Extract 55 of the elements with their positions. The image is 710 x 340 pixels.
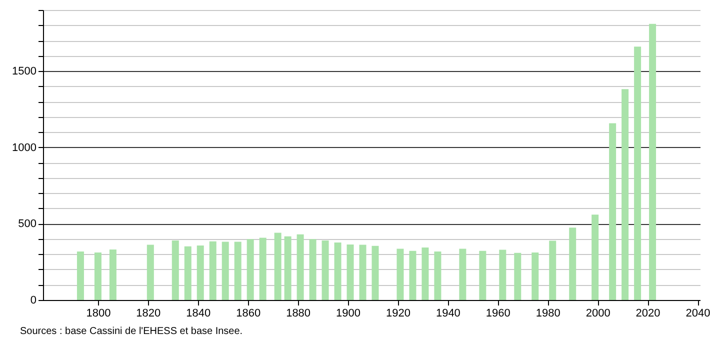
- y-tick-label: 1500: [12, 66, 36, 78]
- bar: [514, 252, 522, 300]
- x-tick-label: 1980: [536, 308, 560, 320]
- y-tick-label: 0: [30, 294, 36, 306]
- bar: [459, 248, 466, 300]
- bar: [422, 247, 429, 300]
- bar: [322, 240, 329, 300]
- bar: [259, 238, 266, 300]
- bar: [222, 242, 229, 300]
- bar: [479, 250, 486, 300]
- bar: [184, 246, 192, 300]
- bar: [196, 246, 204, 300]
- bar: [94, 252, 102, 300]
- bar: [309, 239, 316, 300]
- bar: [172, 240, 179, 300]
- bar: [549, 240, 556, 300]
- source-note: Sources : base Cassini de l'EHESS et base Insee.: [20, 326, 243, 337]
- x-tick-label: 1880: [286, 308, 311, 320]
- bar: [634, 46, 642, 300]
- bar: [76, 251, 84, 300]
- bar: [409, 250, 416, 300]
- bar: [569, 228, 576, 300]
- bar: [372, 246, 379, 300]
- bar: [396, 248, 404, 300]
- bar: [234, 242, 242, 300]
- bar: [434, 251, 442, 300]
- bar: [296, 234, 304, 300]
- x-tick-label: 1900: [336, 308, 361, 320]
- bar: [499, 250, 506, 300]
- x-tick-label: 1840: [186, 308, 211, 320]
- x-tick-label: 2040: [686, 308, 710, 320]
- x-tick-label: 1800: [86, 308, 111, 320]
- bar: [649, 24, 656, 300]
- bar: [609, 123, 616, 300]
- y-tick-label: 500: [18, 218, 36, 230]
- bar: [359, 244, 366, 300]
- bar: [146, 244, 154, 300]
- bar: [622, 89, 629, 300]
- bar: [532, 252, 539, 300]
- bar: [592, 214, 599, 300]
- x-tick-label: 1820: [136, 308, 161, 320]
- bar: [109, 249, 116, 300]
- x-tick-label: 2020: [636, 308, 660, 320]
- x-tick-label: 1940: [436, 308, 460, 320]
- bar: [334, 242, 342, 300]
- bar: [284, 236, 292, 300]
- y-tick-label: 1000: [12, 142, 36, 154]
- bar: [274, 232, 282, 300]
- bar: [209, 241, 216, 300]
- bar: [346, 244, 354, 300]
- x-tick-label: 1860: [236, 308, 261, 320]
- x-tick-label: 2000: [586, 308, 610, 320]
- bar: [246, 239, 254, 300]
- x-tick-label: 1920: [386, 308, 410, 320]
- x-tick-label: 1960: [486, 308, 510, 320]
